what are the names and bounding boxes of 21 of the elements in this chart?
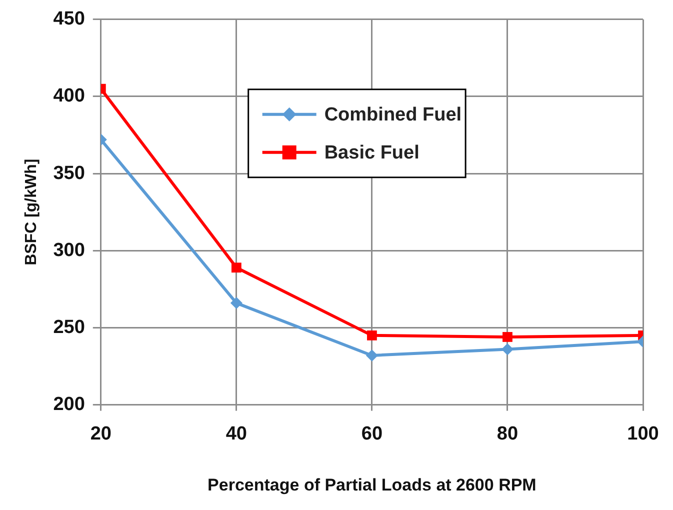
point: [501, 343, 514, 356]
y-tick-label: 350: [53, 162, 85, 184]
point: [231, 262, 242, 273]
y-tick-label: 400: [53, 86, 85, 107]
x-tick-label: 100: [627, 423, 659, 444]
legend-label: Combined Fuel: [324, 104, 462, 126]
y-tick-label: 450: [53, 8, 85, 30]
x-tick-label: 20: [90, 423, 112, 444]
point: [366, 349, 378, 362]
x-tick-label: 40: [226, 423, 247, 444]
x-axis-title: Percentage of Partial Loads at 2600 RPM: [208, 475, 536, 494]
point: [367, 330, 377, 340]
legend-label: Basic Fuel: [324, 142, 420, 164]
x-tick-label: 60: [361, 423, 383, 444]
y-axis-title: BSFC [g/kWh]: [23, 158, 40, 266]
y-tick-label: 300: [53, 240, 85, 261]
y-tick-label: 250: [53, 316, 85, 338]
point: [230, 297, 242, 310]
y-tick-label: 200: [53, 394, 85, 416]
point: [502, 332, 512, 342]
x-tick-label: 80: [496, 423, 518, 444]
